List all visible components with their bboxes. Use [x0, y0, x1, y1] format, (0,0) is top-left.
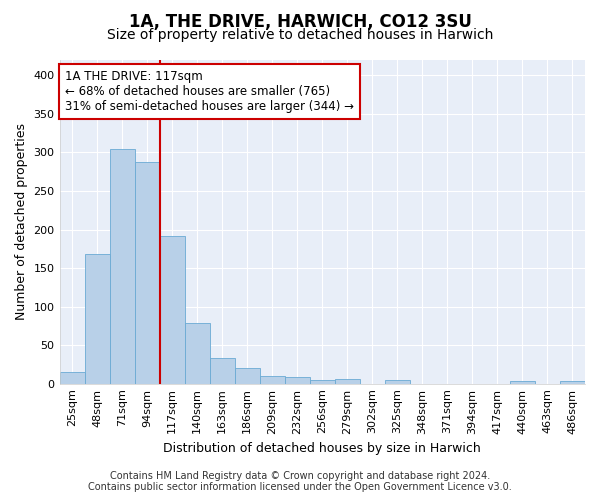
- Bar: [85, 254, 110, 384]
- Bar: [335, 379, 360, 384]
- X-axis label: Distribution of detached houses by size in Harwich: Distribution of detached houses by size …: [163, 442, 481, 455]
- Text: Contains HM Land Registry data © Crown copyright and database right 2024.
Contai: Contains HM Land Registry data © Crown c…: [88, 471, 512, 492]
- Bar: [110, 148, 134, 384]
- Text: 1A THE DRIVE: 117sqm
← 68% of detached houses are smaller (765)
31% of semi-deta: 1A THE DRIVE: 117sqm ← 68% of detached h…: [65, 70, 354, 112]
- Bar: [310, 380, 335, 384]
- Bar: [235, 368, 260, 384]
- Y-axis label: Number of detached properties: Number of detached properties: [15, 124, 28, 320]
- Bar: [59, 372, 85, 384]
- Bar: [185, 323, 209, 384]
- Bar: [560, 382, 585, 384]
- Bar: [285, 376, 310, 384]
- Bar: [385, 380, 410, 384]
- Bar: [209, 358, 235, 384]
- Bar: [510, 382, 535, 384]
- Bar: [134, 162, 160, 384]
- Text: Size of property relative to detached houses in Harwich: Size of property relative to detached ho…: [107, 28, 493, 42]
- Bar: [160, 236, 185, 384]
- Text: 1A, THE DRIVE, HARWICH, CO12 3SU: 1A, THE DRIVE, HARWICH, CO12 3SU: [128, 12, 472, 30]
- Bar: [260, 376, 285, 384]
